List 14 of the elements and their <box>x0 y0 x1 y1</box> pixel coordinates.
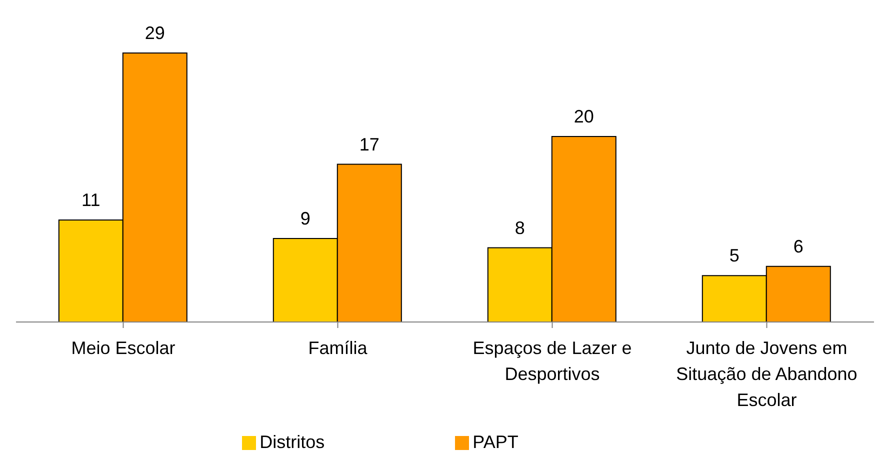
data-label: 20 <box>574 106 594 126</box>
x-tick-label: Meio Escolar <box>71 338 176 358</box>
legend-label: PAPT <box>472 432 518 452</box>
data-label: 17 <box>359 134 380 154</box>
data-label: 11 <box>82 190 100 210</box>
x-tick-label: Junto de Jovens em Situação de Abandono Escolar <box>676 338 858 410</box>
data-label: 5 <box>729 246 740 266</box>
data-label: 9 <box>300 208 310 229</box>
data-label: 8 <box>514 218 525 238</box>
x-tick-label: Espaços de Lazer e Desportivos <box>472 338 632 384</box>
data-label: 6 <box>793 236 804 256</box>
legend-label: Distritos <box>260 432 325 452</box>
x-tick-label: Família <box>308 338 368 358</box>
data-label: 29 <box>144 23 165 43</box>
